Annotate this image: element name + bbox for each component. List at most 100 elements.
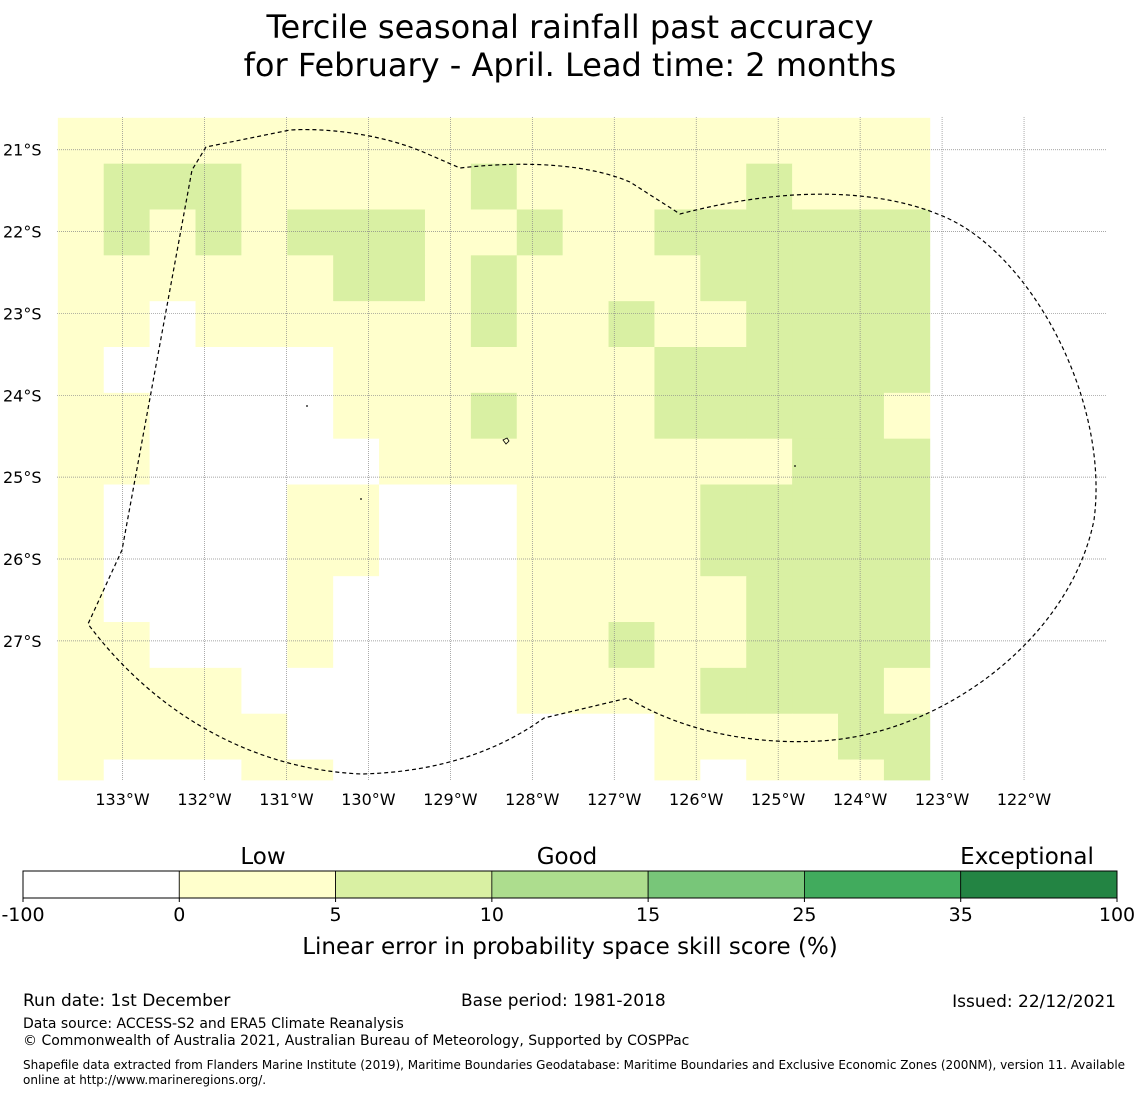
heatmap-cell — [746, 255, 793, 302]
heatmap-cell — [700, 530, 747, 577]
heatmap-cell — [470, 347, 518, 394]
heatmap-cell — [103, 438, 151, 485]
heatmap-cell — [379, 622, 426, 669]
heatmap-cell — [562, 392, 609, 440]
heatmap-cell — [516, 392, 564, 440]
heatmap-cell — [608, 713, 655, 760]
heatmap-cell — [654, 209, 701, 256]
chart-title-line-1: Tercile seasonal rainfall past accuracy — [266, 8, 874, 46]
heatmap-cell — [608, 209, 655, 256]
heatmap-cell — [883, 759, 931, 781]
colorbar-category-label: Low — [240, 844, 285, 870]
colorbar-tick-label: 25 — [792, 904, 816, 926]
heatmap-cell — [195, 209, 242, 256]
longitude-tick-label: 122°W — [997, 790, 1052, 809]
heatmap-cell — [379, 163, 426, 210]
heatmap-cell — [792, 667, 839, 715]
heatmap-cell — [379, 713, 426, 760]
heatmap-cell — [287, 530, 334, 577]
heatmap-cell — [333, 622, 380, 669]
heatmap-cell — [195, 576, 242, 623]
heatmap-cell — [470, 163, 518, 210]
heatmap-cell — [562, 713, 609, 760]
heatmap-cell — [424, 347, 472, 394]
heatmap-cell — [57, 255, 105, 302]
heatmap-cell — [287, 301, 334, 348]
heatmap-cell — [241, 484, 288, 531]
heatmap-cell — [424, 117, 472, 165]
heatmap-cell — [562, 255, 609, 302]
heatmap-cell — [287, 484, 334, 531]
colorbar-tick-label: 10 — [480, 904, 504, 926]
skill-score-map: 133°W 132°W 131°W 130°W 129°W 128°W 127°W 126°W… — [1, 117, 1135, 960]
heatmap-cell — [470, 622, 518, 669]
heatmap-cell — [241, 163, 288, 210]
heatmap-cell — [241, 759, 288, 781]
heatmap-cell — [792, 759, 839, 781]
longitude-tick-label: 133°W — [95, 790, 150, 809]
heatmap-cell — [746, 759, 793, 781]
heatmap-cell — [516, 163, 564, 210]
heatmap-cell — [149, 667, 196, 715]
heatmap-cell — [333, 667, 380, 715]
heatmap-cell — [287, 438, 334, 485]
heatmap-cell — [149, 163, 196, 210]
heatmap-cell — [883, 209, 931, 256]
heatmap-cell — [838, 484, 885, 531]
heatmap-cell — [838, 576, 885, 623]
heatmap-cell — [792, 576, 839, 623]
heatmap-cell — [792, 347, 839, 394]
heatmap-cell — [424, 484, 472, 531]
heatmap-cell — [333, 759, 380, 781]
latitude-tick-labels: 21°S 22°S 23°S 24°S 25°S 26°S 27°S — [3, 141, 42, 651]
shapefile-credit: Shapefile data extracted from Flanders M… — [23, 1058, 1126, 1087]
heatmap-cell — [700, 484, 747, 531]
heatmap-cell — [746, 622, 793, 669]
heatmap-cell — [241, 392, 288, 440]
colorbar-segment — [647, 870, 805, 899]
heatmap-cell — [700, 759, 747, 781]
heatmap-cell — [379, 759, 426, 781]
heatmap-cell — [149, 759, 196, 781]
heatmap-cell — [562, 530, 609, 577]
heatmap-cell — [149, 438, 196, 485]
heatmap-cell — [470, 392, 518, 440]
heatmap-cell — [149, 209, 196, 256]
heatmap-cell — [103, 576, 151, 623]
heatmap-cell — [654, 667, 701, 715]
latitude-tick-label: 25°S — [3, 468, 42, 487]
longitude-tick-labels: 133°W 132°W 131°W 130°W 129°W 128°W 127°W 126°W… — [95, 790, 1051, 809]
heatmap-cell — [287, 392, 334, 440]
heatmap-cell — [287, 163, 334, 210]
heatmap-cell — [195, 301, 242, 348]
heatmap-cell — [883, 484, 931, 531]
heatmap-cell — [562, 347, 609, 394]
heatmap-cell — [195, 255, 242, 302]
heatmap-cell — [746, 530, 793, 577]
heatmap-cell — [149, 622, 196, 669]
heatmap-cell — [424, 209, 472, 256]
heatmap-cell — [883, 530, 931, 577]
heatmap-cell — [470, 209, 518, 256]
heatmap-cell — [654, 484, 701, 531]
latitude-tick-label: 21°S — [3, 141, 42, 160]
heatmap-cell — [103, 255, 151, 302]
heatmap-cell — [562, 163, 609, 210]
heatmap-cell — [562, 438, 609, 485]
heatmap-cell — [333, 255, 380, 302]
colorbar-segment — [491, 870, 649, 899]
heatmap-cell — [838, 392, 885, 440]
heatmap-cell — [195, 622, 242, 669]
heatmap-cell — [195, 759, 242, 781]
heatmap-cells — [57, 117, 931, 781]
longitude-tick-label: 130°W — [341, 790, 396, 809]
heatmap-cell — [838, 255, 885, 302]
heatmap-cell — [608, 301, 655, 348]
heatmap-cell — [379, 530, 426, 577]
heatmap-cell — [516, 530, 564, 577]
longitude-tick-label: 129°W — [423, 790, 478, 809]
heatmap-cell — [424, 622, 472, 669]
heatmap-cell — [470, 438, 518, 485]
heatmap-cell — [700, 576, 747, 623]
heatmap-cell — [379, 301, 426, 348]
